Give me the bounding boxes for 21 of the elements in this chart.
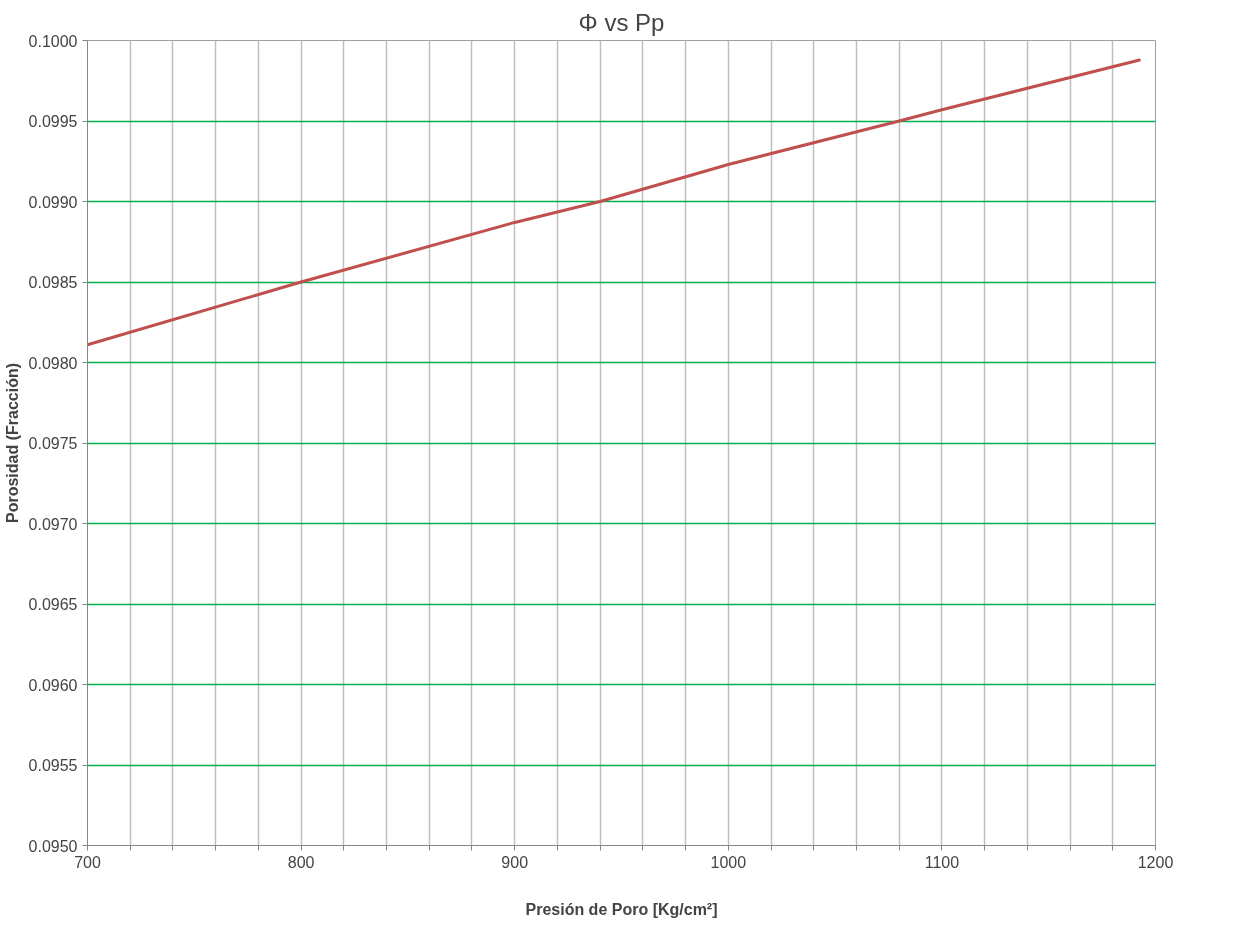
x-tick-label: 900 xyxy=(501,853,529,871)
y-tick-label: 0.0955 xyxy=(28,757,78,774)
y-tick-label: 0.1000 xyxy=(28,32,78,50)
y-tick-label: 0.0980 xyxy=(28,354,78,372)
y-tick-label: 0.0965 xyxy=(28,596,78,613)
x-tick-label: 1000 xyxy=(710,853,747,871)
x-tick-label: 800 xyxy=(287,853,315,871)
chart-title: Φ vs Pp xyxy=(578,8,665,36)
y-tick-label: 0.0970 xyxy=(28,515,78,533)
y-tick-label: 0.0975 xyxy=(28,435,78,452)
y-tick-label: 0.0960 xyxy=(28,676,78,694)
x-axis-title: Presión de Poro [Kg/cm²] xyxy=(525,900,718,918)
x-tick-label: 700 xyxy=(74,853,101,871)
x-tick-label: 1200 xyxy=(1137,853,1174,871)
y-tick-label: 0.0985 xyxy=(28,274,78,291)
y-axis-title: Porosidad (Fracción) xyxy=(3,362,21,524)
y-tick-label: 0.0950 xyxy=(28,837,78,855)
line-series xyxy=(87,58,1143,347)
y-tick-label: 0.0990 xyxy=(28,193,78,211)
x-tick-label: 1100 xyxy=(924,853,960,871)
y-tick-label: 0.0995 xyxy=(28,113,78,130)
